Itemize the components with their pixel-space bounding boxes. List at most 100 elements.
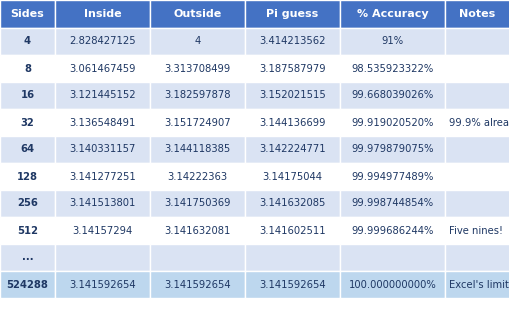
Bar [244, 55, 340, 82]
Text: % Accuracy: % Accuracy [356, 9, 428, 19]
Text: 3.187587979: 3.187587979 [259, 63, 325, 74]
Text: 99.998744854%: 99.998744854% [351, 198, 433, 209]
Text: 3.142224771: 3.142224771 [259, 145, 325, 154]
Bar [340, 271, 444, 298]
Bar [340, 136, 444, 163]
Text: 3.152021515: 3.152021515 [259, 90, 325, 100]
Text: 2.828427125: 2.828427125 [69, 36, 135, 47]
Text: 99.919020520%: 99.919020520% [351, 118, 433, 127]
Text: 3.14175044: 3.14175044 [262, 171, 322, 182]
Bar [244, 271, 340, 298]
Bar [55, 163, 150, 190]
Text: 3.136548491: 3.136548491 [69, 118, 135, 127]
Text: 99.9% already!: 99.9% already! [448, 118, 509, 127]
Text: Five nines!: Five nines! [448, 225, 502, 236]
Bar [340, 55, 444, 82]
Bar [150, 136, 244, 163]
Text: 3.061467459: 3.061467459 [69, 63, 135, 74]
Bar [340, 244, 444, 271]
Bar [0, 136, 55, 163]
Bar [340, 28, 444, 55]
Bar [55, 82, 150, 109]
Text: 3.141750369: 3.141750369 [164, 198, 230, 209]
Bar [444, 136, 509, 163]
Bar [0, 82, 55, 109]
Bar [340, 190, 444, 217]
Bar [55, 109, 150, 136]
Bar [444, 217, 509, 244]
Text: Inside: Inside [83, 9, 121, 19]
Text: 16: 16 [20, 90, 35, 100]
Text: 100.000000000%: 100.000000000% [348, 280, 436, 289]
Text: 524288: 524288 [7, 280, 48, 289]
Bar [55, 244, 150, 271]
Text: 3.414213562: 3.414213562 [259, 36, 325, 47]
Bar [444, 244, 509, 271]
Text: 3.141513801: 3.141513801 [69, 198, 135, 209]
Bar [0, 55, 55, 82]
Text: 99.994977489%: 99.994977489% [351, 171, 433, 182]
Bar [340, 217, 444, 244]
Bar [150, 82, 244, 109]
Text: 32: 32 [20, 118, 34, 127]
Text: 98.535923322%: 98.535923322% [351, 63, 433, 74]
Text: Pi guess: Pi guess [266, 9, 318, 19]
Bar [150, 55, 244, 82]
Text: 8: 8 [24, 63, 31, 74]
Bar [150, 0, 244, 28]
Text: 512: 512 [17, 225, 38, 236]
Bar [340, 82, 444, 109]
Text: 3.141632081: 3.141632081 [164, 225, 230, 236]
Bar [55, 0, 150, 28]
Bar [244, 190, 340, 217]
Bar [150, 109, 244, 136]
Text: Outside: Outside [173, 9, 221, 19]
Bar [244, 163, 340, 190]
Bar [55, 271, 150, 298]
Text: 256: 256 [17, 198, 38, 209]
Text: 3.313708499: 3.313708499 [164, 63, 230, 74]
Text: 3.140331157: 3.140331157 [69, 145, 135, 154]
Bar [150, 163, 244, 190]
Text: 99.999686244%: 99.999686244% [351, 225, 433, 236]
Bar [55, 217, 150, 244]
Bar [150, 217, 244, 244]
Bar [0, 190, 55, 217]
Text: Sides: Sides [11, 9, 44, 19]
Text: 3.144136699: 3.144136699 [259, 118, 325, 127]
Bar [0, 109, 55, 136]
Text: 3.144118385: 3.144118385 [164, 145, 230, 154]
Text: 99.979879075%: 99.979879075% [351, 145, 433, 154]
Bar [244, 82, 340, 109]
Text: 3.121445152: 3.121445152 [69, 90, 135, 100]
Text: 99.668039026%: 99.668039026% [351, 90, 433, 100]
Bar [444, 163, 509, 190]
Bar [444, 55, 509, 82]
Bar [444, 109, 509, 136]
Bar [340, 163, 444, 190]
Text: 3.141592654: 3.141592654 [164, 280, 231, 289]
Bar [444, 190, 509, 217]
Text: 3.141592654: 3.141592654 [69, 280, 135, 289]
Bar [444, 82, 509, 109]
Text: Excel's limit: Excel's limit [448, 280, 508, 289]
Bar [55, 28, 150, 55]
Bar [150, 244, 244, 271]
Bar [244, 0, 340, 28]
Text: 3.151724907: 3.151724907 [164, 118, 231, 127]
Bar [244, 244, 340, 271]
Text: 91%: 91% [381, 36, 403, 47]
Text: Notes: Notes [459, 9, 495, 19]
Text: 64: 64 [20, 145, 35, 154]
Bar [55, 136, 150, 163]
Bar [244, 28, 340, 55]
Bar [150, 271, 244, 298]
Bar [340, 109, 444, 136]
Text: 4: 4 [194, 36, 200, 47]
Bar [0, 271, 55, 298]
Bar [0, 163, 55, 190]
Text: 3.141632085: 3.141632085 [259, 198, 325, 209]
Bar [244, 109, 340, 136]
Bar [55, 55, 150, 82]
Bar [150, 28, 244, 55]
